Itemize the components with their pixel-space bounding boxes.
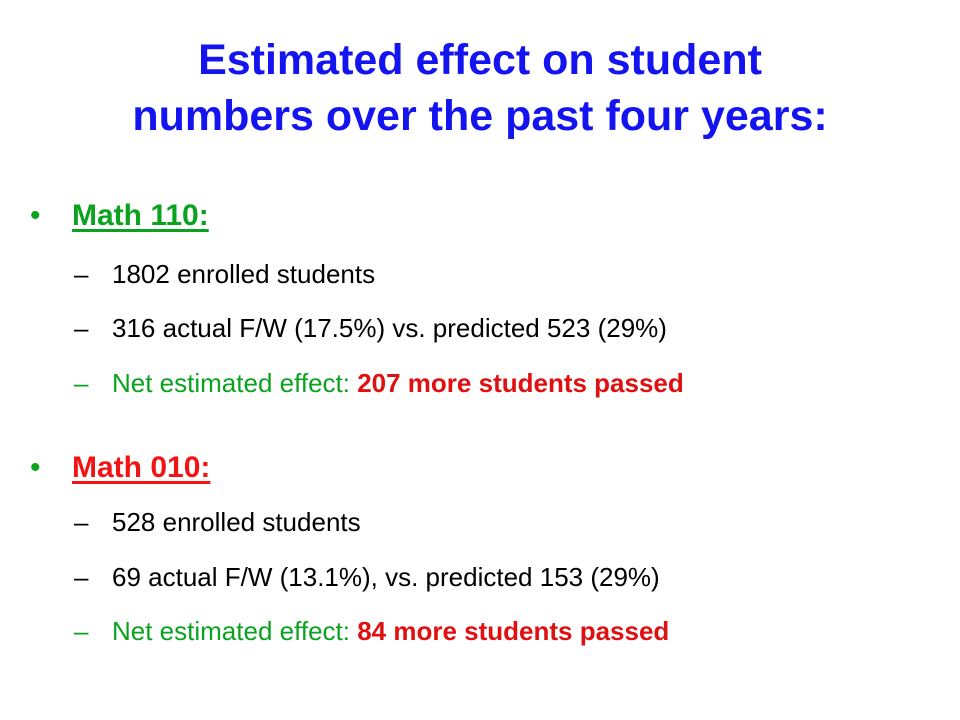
net-effect-value: 207 more students passed <box>357 368 684 398</box>
title-line-1: Estimated effect on student <box>198 36 762 84</box>
net-effect-item: – Net estimated effect: 84 more students … <box>74 615 669 647</box>
heading-label: Math 110: <box>72 199 209 232</box>
net-effect-prefix: Net estimated effect: <box>112 368 358 398</box>
net-effect-prefix: Net estimated effect: <box>112 616 358 646</box>
list-item: –1802 enrolled students <box>74 258 375 290</box>
list-item-text: 1802 enrolled students <box>112 259 376 289</box>
section-math-110-heading: • Math 110: <box>30 197 209 235</box>
dash-marker: – <box>74 616 89 646</box>
dash-marker: – <box>74 507 89 537</box>
bullet-point: • <box>30 199 41 232</box>
bullet-point: • <box>30 451 41 484</box>
list-item-text: 316 actual F/W (17.5%) vs. predicted 523… <box>112 313 667 343</box>
section-math-010-heading: • Math 010: <box>30 449 210 487</box>
dash-marker: – <box>74 368 89 398</box>
list-item-text: 528 enrolled students <box>112 507 361 537</box>
dash-marker: – <box>74 313 89 343</box>
dash-marker: – <box>74 562 89 592</box>
heading-label: Math 010: <box>72 451 211 484</box>
list-item: –316 actual F/W (17.5%) vs. predicted 52… <box>74 312 667 344</box>
slide-title: Estimated effect on student numbers over… <box>0 32 960 144</box>
net-effect-item: – Net estimated effect: 207 more students… <box>74 367 684 399</box>
dash-marker: – <box>74 259 89 289</box>
net-effect-value: 84 more students passed <box>357 616 670 646</box>
list-item: –528 enrolled students <box>74 506 361 538</box>
title-line-2: numbers over the past four years: <box>132 92 828 140</box>
list-item-text: 69 actual F/W (13.1%), vs. predicted 153… <box>112 562 660 592</box>
list-item: –69 actual F/W (13.1%), vs. predicted 15… <box>74 561 660 593</box>
